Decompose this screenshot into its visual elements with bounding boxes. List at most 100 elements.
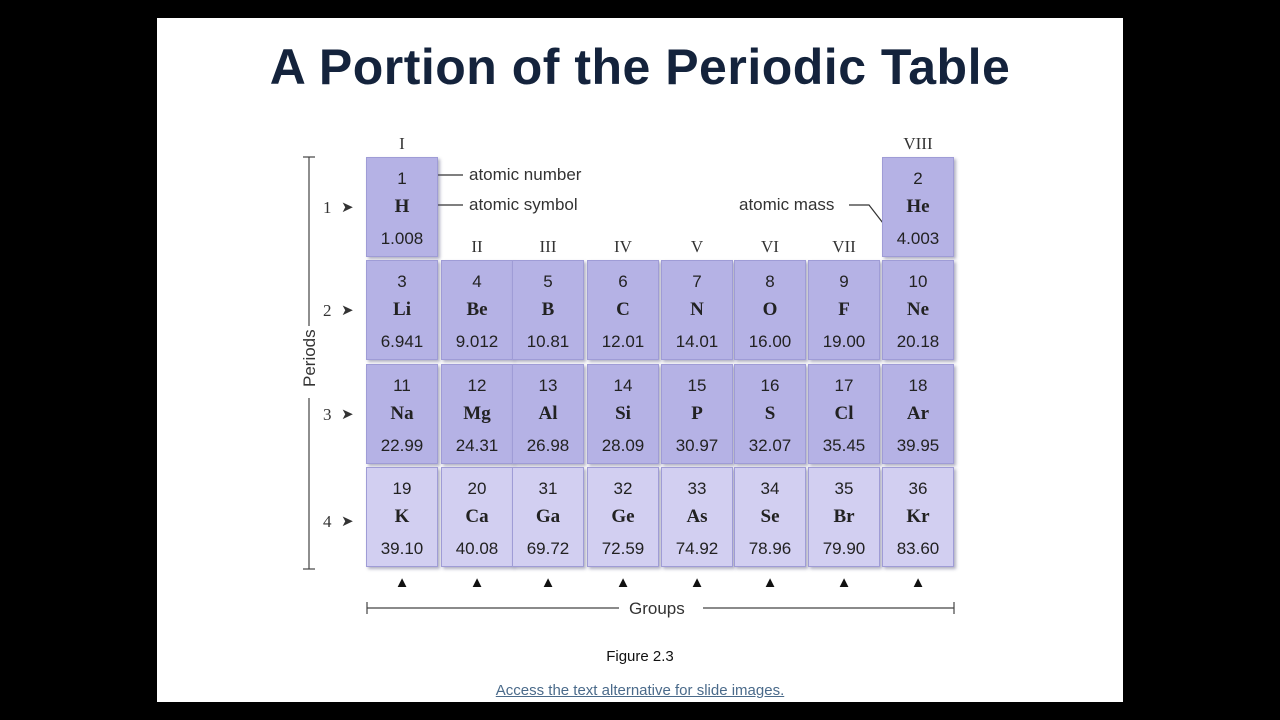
atomic-mass: 39.95 xyxy=(896,436,940,455)
group-arrow-icon: ▲ xyxy=(836,574,852,591)
atomic-symbol-callout: atomic symbol xyxy=(469,195,578,214)
atomic-symbol: Kr xyxy=(906,506,930,527)
atomic-symbol: Ga xyxy=(535,506,561,527)
periods-axis-label: Periods xyxy=(300,329,319,387)
atomic-symbol: Na xyxy=(390,403,414,424)
atomic-number: 32 xyxy=(613,479,633,498)
atomic-number: 10 xyxy=(908,272,928,291)
groups-axis-label: Groups xyxy=(629,599,685,618)
element-cell: 1 H 1.008 xyxy=(366,157,438,257)
atomic-symbol: Ca xyxy=(465,506,489,527)
atomic-mass: 79.90 xyxy=(822,539,866,558)
atomic-number: 33 xyxy=(687,479,707,498)
atomic-mass: 30.97 xyxy=(675,436,719,455)
element-cell: 9 F 19.00 xyxy=(808,260,880,360)
atomic-mass: 10.81 xyxy=(526,332,570,351)
atomic-number: 31 xyxy=(538,479,558,498)
atomic-mass: 35.45 xyxy=(822,436,866,455)
atomic-symbol: Be xyxy=(466,299,488,320)
group-label: III xyxy=(539,237,557,256)
atomic-symbol: N xyxy=(690,299,704,320)
group-label: IV xyxy=(614,237,632,256)
atomic-symbol: Cl xyxy=(834,403,854,424)
atomic-symbol: As xyxy=(686,506,708,527)
group-arrow-icon: ▲ xyxy=(394,574,410,591)
element-cell: 34 Se 78.96 xyxy=(734,467,806,567)
atomic-number: 35 xyxy=(834,479,854,498)
element-cell: 33 As 74.92 xyxy=(661,467,733,567)
element-cell: 15 P 30.97 xyxy=(661,364,733,464)
atomic-symbol: F xyxy=(838,299,850,320)
element-cell: 14 Si 28.09 xyxy=(587,364,659,464)
atomic-symbol: H xyxy=(394,196,410,217)
atomic-mass: 26.98 xyxy=(526,436,570,455)
atomic-mass: 16.00 xyxy=(748,332,792,351)
group-arrow-icon: ▲ xyxy=(469,574,485,591)
atomic-mass: 39.10 xyxy=(380,539,424,558)
atomic-number: 15 xyxy=(687,376,707,395)
atomic-mass: 4.003 xyxy=(896,229,940,248)
atomic-symbol: O xyxy=(762,299,778,320)
atomic-symbol: Br xyxy=(833,506,855,527)
atomic-symbol: Ar xyxy=(906,403,930,424)
element-cell: 18 Ar 39.95 xyxy=(882,364,954,464)
atomic-symbol: Si xyxy=(615,403,631,424)
group-arrow-icon: ▲ xyxy=(910,574,926,591)
group-label: VIII xyxy=(903,134,933,153)
element-cell: 36 Kr 83.60 xyxy=(882,467,954,567)
element-cell: 17 Cl 35.45 xyxy=(808,364,880,464)
atomic-mass: 32.07 xyxy=(748,436,792,455)
group-arrow-icon: ▲ xyxy=(762,574,778,591)
atomic-symbol: S xyxy=(764,403,776,424)
atomic-number: 34 xyxy=(760,479,780,498)
atomic-mass: 78.96 xyxy=(748,539,792,558)
element-cell: 12 Mg 24.31 xyxy=(441,364,513,464)
atomic-mass: 20.18 xyxy=(896,332,940,351)
atomic-mass-callout: atomic mass xyxy=(739,195,835,214)
period-arrow-icon: ➤ xyxy=(341,303,354,319)
atomic-number: 4 xyxy=(472,272,482,291)
atomic-number: 36 xyxy=(908,479,928,498)
element-cell: 7 N 14.01 xyxy=(661,260,733,360)
atomic-symbol: Mg xyxy=(463,403,491,424)
atomic-symbol: P xyxy=(691,403,703,424)
atomic-number: 20 xyxy=(467,479,487,498)
atomic-mass: 40.08 xyxy=(455,539,499,558)
atomic-number: 7 xyxy=(692,272,702,291)
atomic-number: 13 xyxy=(538,376,558,395)
atomic-number: 19 xyxy=(392,479,412,498)
element-cell: 4 Be 9.012 xyxy=(441,260,513,360)
atomic-mass: 74.92 xyxy=(675,539,719,558)
element-cell: 20 Ca 40.08 xyxy=(441,467,513,567)
atomic-number: 5 xyxy=(543,272,553,291)
text-alternative-link[interactable]: Access the text alternative for slide im… xyxy=(495,682,785,699)
group-label: I xyxy=(399,134,405,153)
atomic-symbol: B xyxy=(541,299,555,320)
slide-title: A Portion of the Periodic Table xyxy=(269,39,1011,95)
figure-caption: Figure 2.3 xyxy=(606,648,674,665)
atomic-symbol: Al xyxy=(538,403,558,424)
atomic-number: 12 xyxy=(467,376,487,395)
element-cell: 32 Ge 72.59 xyxy=(587,467,659,567)
atomic-mass: 6.941 xyxy=(380,332,424,351)
atomic-mass: 14.01 xyxy=(675,332,719,351)
atomic-symbol: K xyxy=(394,506,410,527)
atomic-number: 9 xyxy=(839,272,849,291)
atomic-number: 16 xyxy=(760,376,780,395)
element-cell: 11 Na 22.99 xyxy=(366,364,438,464)
element-cell: 19 K 39.10 xyxy=(366,467,438,567)
atomic-number: 6 xyxy=(618,272,628,291)
atomic-mass: 1.008 xyxy=(380,229,424,248)
atomic-mass: 22.99 xyxy=(380,436,424,455)
atomic-symbol: C xyxy=(616,299,630,320)
group-label: V xyxy=(690,237,704,256)
element-cell: 5 B 10.81 xyxy=(512,260,584,360)
atomic-symbol: He xyxy=(906,196,930,217)
atomic-mass: 9.012 xyxy=(455,332,499,351)
element-cell: 8 O 16.00 xyxy=(734,260,806,360)
atomic-number: 8 xyxy=(765,272,775,291)
atomic-mass: 12.01 xyxy=(601,332,645,351)
atomic-number: 18 xyxy=(908,376,928,395)
atomic-number-callout: atomic number xyxy=(469,165,582,184)
group-label: II xyxy=(471,237,483,256)
